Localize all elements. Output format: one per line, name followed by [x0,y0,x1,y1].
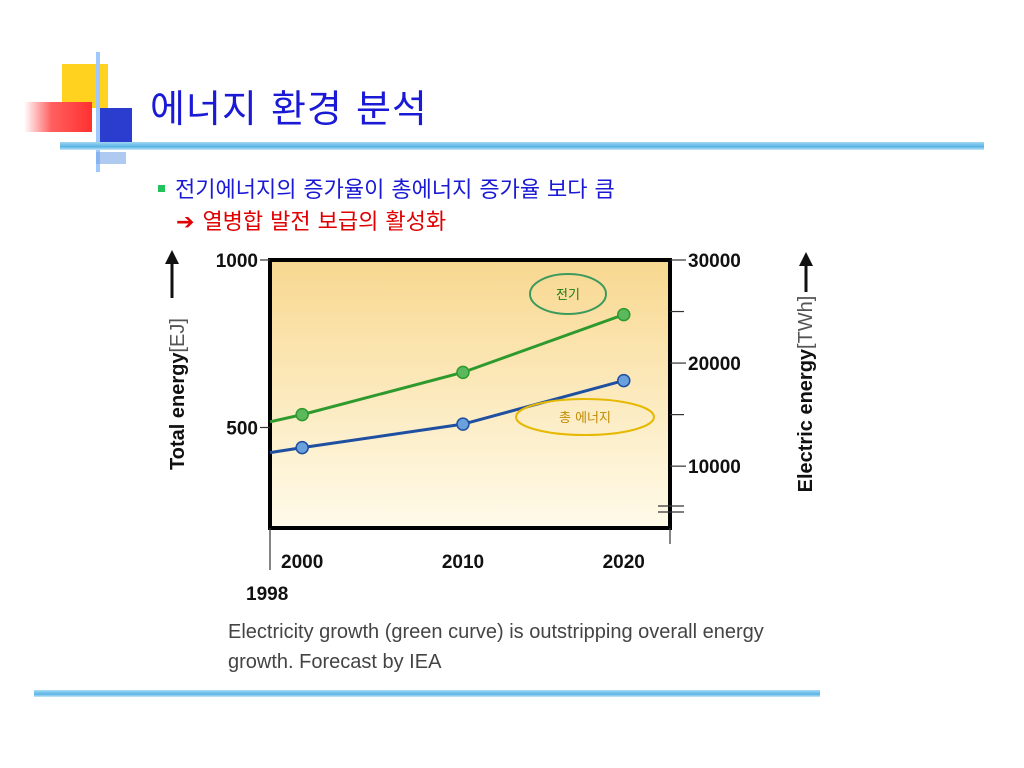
corner-blue-block [96,108,132,144]
series-label-ellipse-1 [515,398,655,436]
left-axis-title-unit: [EJ] [167,318,189,352]
page-title: 에너지 환경 분석 [150,87,428,131]
series-1-point-1 [456,417,470,431]
series-0-point-2 [617,307,631,322]
series-0-point-1 [456,365,470,380]
corner-yellow-block [62,64,108,108]
right-tick-label-2: 10000 [688,457,741,478]
right-arrow-icon: ➔ [176,210,195,235]
corner-red-block [24,102,92,132]
left-axis-title-bold: Total energy [167,352,189,470]
corner-tick-line [96,152,126,164]
left-tick-label-1: 500 [226,419,258,440]
left-axis-arrow-head [165,250,179,264]
series-0-point-0 [295,407,309,422]
right-axis-arrow-head [799,252,813,266]
series-label-1: 총 에너지 [559,411,611,426]
right-axis-title: Electric energy[TWh] [795,296,817,493]
right-tick-label-1: 20000 [688,354,741,375]
bottom-rule [34,690,820,697]
sub-point: ➔ 열병합 발전 보급의 활성화 [176,204,446,236]
series-1-point-0 [295,440,309,455]
right-tick-label-0: 30000 [688,251,741,272]
series-label-ellipse-0 [529,273,607,315]
x-tick-label-1: 2010 [442,552,484,573]
left-tick-label-0: 1000 [216,251,258,272]
series-line-0 [269,313,625,424]
plot-area [268,258,672,530]
left-axis-title: Total energy[EJ] [167,318,189,470]
right-axis-title-unit: [TWh] [795,296,817,349]
bullet-square-icon [158,184,165,192]
corner-vertical-line [96,52,100,172]
right-axis-title-bold: Electric energy [795,348,817,492]
series-1-point-2 [617,373,631,388]
energy-chart: 1000 500 30000 20000 10000 1998 2000 2010 2020 To… [165,250,817,605]
series-label-0: 전기 [556,288,580,303]
x-tick-label-2: 2020 [603,552,645,573]
chart-caption: Electricity growth (green curve) is outs… [228,621,764,673]
bullet-text: 전기에너지의 증가율이 총에너지 증가율 보다 큼 [175,178,615,203]
sub-point-text: 열병합 발전 보급의 활성화 [202,210,447,235]
x-tick-label-0: 2000 [281,552,323,573]
title-rule [60,142,984,150]
bullet-point: 전기에너지의 증가율이 총에너지 증가율 보다 큼 [158,172,615,204]
x-origin-label: 1998 [246,584,288,605]
